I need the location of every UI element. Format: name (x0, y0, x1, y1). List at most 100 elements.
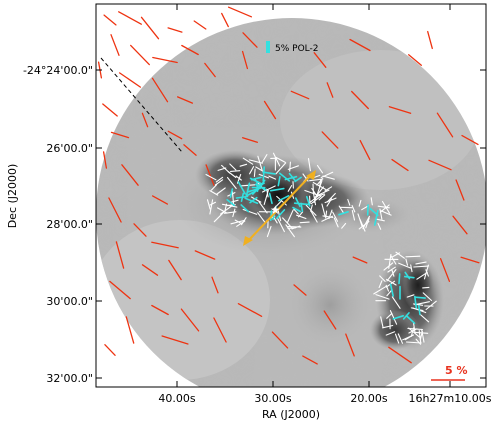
polarization-vector (414, 301, 430, 306)
polarization-vector (271, 331, 289, 349)
polarization-vector (209, 201, 217, 206)
polarization-vector (338, 205, 345, 214)
polarization-vector (388, 106, 412, 114)
polarization-vector (249, 166, 255, 175)
polarization-vector (287, 226, 302, 228)
polarization-vector (140, 16, 160, 40)
polarization-vector (293, 284, 307, 296)
polarization-vector (321, 203, 326, 218)
polarization-vector (422, 292, 433, 302)
scale-bar: 5 % (431, 364, 468, 381)
polarization-vector (183, 144, 197, 156)
polarization-vector (375, 294, 390, 300)
polarization-vector (229, 163, 237, 171)
polarization-vector (391, 269, 395, 277)
polarization-vector (152, 56, 178, 64)
polarization-vector (292, 206, 302, 213)
polarization-vector (151, 77, 169, 103)
polarization-vector (193, 20, 207, 30)
polarization-vector (255, 166, 265, 173)
polarization-vector (235, 175, 242, 181)
polarization-vector (379, 208, 383, 220)
polarization-vector (261, 185, 276, 193)
polarization-vector (410, 307, 424, 312)
polarization-vector (214, 179, 224, 186)
polarization-vector (394, 333, 400, 344)
polarization-vector (379, 275, 386, 282)
polarization-vector (377, 222, 382, 230)
polarization-vector (460, 256, 480, 264)
polarization-vector (378, 280, 383, 289)
polarization-vector (215, 176, 224, 183)
polarization-vector (413, 331, 429, 334)
polarization-vector (313, 193, 325, 198)
polarization-vector (305, 195, 311, 207)
polarization-vector (387, 266, 396, 273)
polarization-vector (216, 207, 228, 214)
polarization-vector (151, 241, 179, 249)
polarization-vector (405, 258, 409, 266)
polarization-vector (242, 157, 254, 165)
polarization-vector (436, 112, 454, 138)
polarization-vector (386, 269, 397, 282)
polarization-vector (419, 313, 430, 323)
x-tick-label: 30.00s (254, 392, 291, 405)
polarization-vector (414, 296, 427, 299)
polarization-vector (413, 322, 416, 334)
polarization-vector (275, 156, 286, 163)
polarization-vector (323, 310, 337, 330)
polarization-vector (269, 187, 285, 192)
polarization-vector (240, 217, 247, 226)
polarization-vector (266, 188, 269, 198)
polarization-vector (277, 218, 285, 233)
polarization-vector (316, 189, 330, 196)
polarization-vector (242, 32, 258, 48)
polarization-vector (258, 201, 268, 214)
polarization-vector (104, 344, 116, 356)
polarization-vector (275, 162, 287, 175)
polarization-vector (422, 286, 430, 289)
polarization-vector (287, 185, 293, 192)
polarization-vector (151, 304, 169, 316)
polarization-vector (322, 215, 334, 218)
polarization-vector (239, 163, 248, 167)
polarization-vector (249, 196, 258, 204)
polarization-vector (216, 187, 226, 195)
polarization-vector (455, 179, 465, 201)
polarization-vector (304, 189, 319, 196)
polarization-vector (428, 159, 452, 171)
polarization-vector (407, 327, 424, 331)
polarization-vector (427, 30, 433, 50)
polarization-vector (268, 175, 277, 180)
polarization-vector (293, 208, 299, 215)
polarization-vector (307, 197, 317, 205)
polarization-vector (408, 54, 422, 66)
polarization-vector (168, 259, 182, 281)
polarization-vector (349, 38, 371, 52)
polarization-vector (383, 262, 394, 271)
ticks (96, 4, 486, 387)
polarization-vector (299, 221, 310, 224)
polarization-vector (290, 90, 310, 100)
polarization-vector (358, 199, 362, 207)
polarization-vector (325, 210, 328, 219)
polarization-vector (151, 195, 169, 205)
polarization-vector (221, 164, 231, 174)
polarization-vector (345, 333, 355, 357)
polarization-vector (307, 157, 311, 172)
scale-bar-label: 5 % (445, 364, 468, 377)
outflow-arrow: ★ (243, 170, 316, 246)
polarization-vector (381, 200, 391, 214)
polarization-vector (176, 96, 194, 104)
y-tick-label: 30'00.0" (46, 295, 93, 308)
polarization-vector (130, 44, 150, 66)
legend-swatch (266, 41, 270, 53)
polarization-vector (309, 178, 324, 182)
polarization-vector (226, 199, 235, 207)
polarization-vector (316, 178, 324, 186)
polarization-vector (338, 211, 349, 216)
polarization-vector (351, 90, 369, 110)
plot-frame (95, 3, 487, 388)
polarization-vector (141, 112, 149, 128)
polarization-vector (406, 294, 415, 298)
